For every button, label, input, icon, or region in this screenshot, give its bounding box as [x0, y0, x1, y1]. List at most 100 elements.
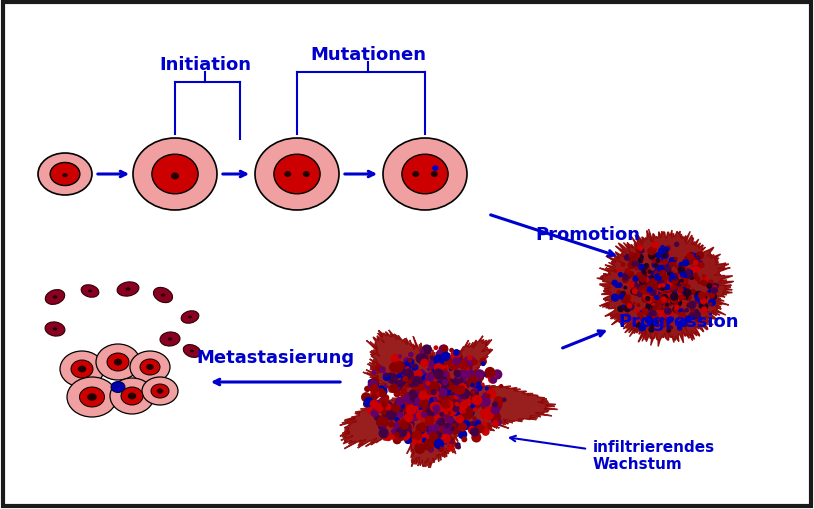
Circle shape	[414, 371, 422, 378]
Circle shape	[430, 440, 433, 442]
Circle shape	[385, 434, 392, 441]
Circle shape	[438, 390, 444, 398]
Circle shape	[396, 398, 404, 405]
Circle shape	[677, 267, 679, 269]
Circle shape	[666, 276, 668, 279]
Circle shape	[686, 285, 690, 289]
Circle shape	[425, 379, 430, 384]
Circle shape	[472, 433, 481, 442]
Circle shape	[385, 374, 388, 377]
Circle shape	[637, 264, 640, 267]
Circle shape	[442, 435, 450, 443]
Circle shape	[669, 290, 675, 296]
Circle shape	[430, 400, 434, 403]
Circle shape	[432, 400, 441, 409]
Circle shape	[631, 307, 633, 310]
Circle shape	[667, 295, 669, 297]
Circle shape	[695, 295, 702, 302]
Circle shape	[681, 268, 686, 273]
Circle shape	[413, 388, 421, 397]
Circle shape	[658, 305, 662, 310]
Circle shape	[473, 420, 481, 428]
Circle shape	[453, 395, 463, 404]
Circle shape	[438, 391, 444, 397]
Circle shape	[681, 288, 686, 294]
Circle shape	[435, 399, 438, 402]
Circle shape	[391, 435, 395, 439]
Circle shape	[441, 371, 448, 378]
Circle shape	[656, 320, 659, 323]
Circle shape	[411, 389, 416, 394]
Ellipse shape	[147, 364, 154, 371]
Circle shape	[414, 403, 417, 405]
Circle shape	[618, 306, 624, 312]
Circle shape	[463, 394, 470, 402]
Circle shape	[448, 394, 454, 401]
Circle shape	[656, 259, 659, 263]
Circle shape	[664, 284, 670, 290]
Circle shape	[658, 276, 662, 280]
Circle shape	[665, 302, 670, 307]
Text: Initiation: Initiation	[159, 56, 251, 74]
Circle shape	[444, 369, 446, 371]
Circle shape	[483, 429, 489, 435]
Circle shape	[663, 284, 667, 288]
Circle shape	[409, 391, 416, 398]
Circle shape	[369, 380, 374, 385]
Circle shape	[451, 351, 460, 360]
Circle shape	[396, 420, 405, 429]
Circle shape	[383, 429, 387, 433]
Circle shape	[663, 286, 668, 291]
Circle shape	[431, 394, 439, 402]
Circle shape	[685, 303, 686, 305]
Circle shape	[443, 397, 451, 405]
Circle shape	[371, 390, 380, 399]
Circle shape	[618, 270, 620, 272]
Circle shape	[435, 391, 444, 400]
Circle shape	[665, 286, 669, 290]
Circle shape	[374, 404, 383, 412]
Circle shape	[639, 265, 645, 270]
Ellipse shape	[160, 332, 180, 346]
Ellipse shape	[60, 351, 104, 387]
Circle shape	[671, 297, 676, 303]
Circle shape	[417, 372, 426, 381]
Circle shape	[637, 304, 640, 307]
Circle shape	[672, 295, 676, 299]
Circle shape	[414, 406, 421, 412]
Circle shape	[404, 380, 412, 388]
Circle shape	[384, 402, 392, 410]
Circle shape	[661, 255, 667, 261]
Circle shape	[669, 276, 676, 282]
Circle shape	[630, 307, 632, 310]
Circle shape	[637, 246, 643, 251]
Circle shape	[429, 441, 435, 447]
Circle shape	[431, 393, 440, 401]
Circle shape	[663, 287, 666, 290]
Circle shape	[386, 413, 391, 419]
Circle shape	[429, 420, 432, 424]
Circle shape	[680, 320, 685, 326]
Circle shape	[702, 276, 707, 282]
Circle shape	[379, 391, 386, 397]
Circle shape	[384, 385, 387, 387]
Circle shape	[405, 413, 409, 417]
Circle shape	[412, 437, 421, 446]
Circle shape	[431, 409, 437, 415]
Circle shape	[452, 393, 455, 396]
Circle shape	[695, 292, 702, 298]
Circle shape	[653, 296, 659, 302]
Circle shape	[413, 377, 422, 387]
Circle shape	[646, 297, 650, 301]
Circle shape	[646, 317, 652, 324]
Circle shape	[435, 397, 442, 404]
Circle shape	[640, 276, 646, 282]
Circle shape	[444, 381, 448, 385]
Circle shape	[646, 271, 650, 276]
Circle shape	[617, 291, 621, 295]
Circle shape	[423, 389, 426, 391]
Circle shape	[654, 274, 662, 280]
Circle shape	[450, 422, 460, 432]
Circle shape	[434, 403, 439, 408]
Circle shape	[493, 370, 501, 379]
